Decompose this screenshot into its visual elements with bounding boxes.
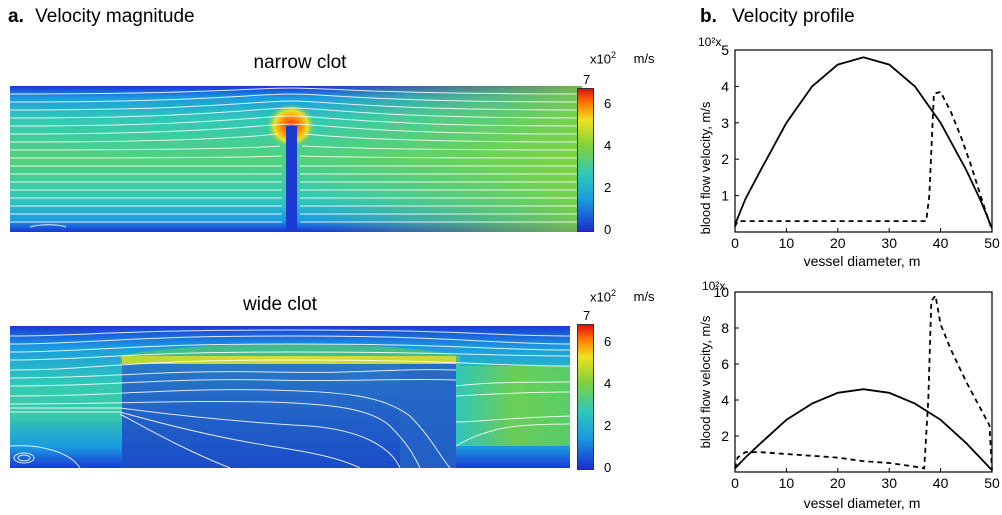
wide-colorbar-tick-2: 2	[604, 418, 612, 433]
c2-y-tick-label: 8	[721, 320, 729, 336]
c2-y-tick-label: 6	[721, 356, 729, 372]
c1-x-tick-label: 10	[779, 235, 795, 251]
chart1-y-multiplier: 10²x	[698, 35, 721, 49]
velocity-profile-chart-narrow: 0 10 20 30 40 50 1 2 3 4 5 10²x blood flow velocit…	[698, 35, 1000, 269]
narrow-colorbar-unit: m/s	[633, 51, 655, 67]
chart2-y-multiplier: 10²x	[702, 279, 725, 293]
c1-series-dashed-line	[734, 90, 993, 231]
wide-colorbar-tick-4: 4	[604, 376, 612, 391]
narrow-streamlines	[10, 87, 582, 228]
c2-x-tick-label: 20	[830, 475, 846, 491]
c2-series-dashed-line	[734, 293, 993, 471]
c1-x-tick-label: 0	[731, 235, 739, 251]
c1-y-tick-label: 1	[721, 188, 729, 204]
c1-x-tick-label: 50	[984, 235, 1000, 251]
panel-a-title: Velocity magnitude	[35, 6, 195, 27]
c1-x-tick-label: 30	[881, 235, 897, 251]
wide-colorbar-tick-6: 6	[604, 334, 612, 349]
panel-a-label: a.	[8, 6, 24, 27]
c1-y-tick-label: 4	[721, 78, 729, 94]
narrow-clot-velocity-field	[10, 86, 582, 232]
c2-x-tick-label: 0	[731, 475, 739, 491]
narrow-colorbar-exponent: 2	[610, 50, 616, 60]
narrow-colorbar-tick-4: 4	[604, 138, 612, 153]
wide-colorbar-multiplier: x10	[590, 289, 611, 305]
wide-colorbar-tick-0: 0	[604, 460, 612, 475]
wide-colorbar-tick-7: 7	[583, 308, 591, 323]
narrow-colorbar-tick-7: 7	[583, 72, 591, 87]
chart1-y-axis-label: blood flow velocity, m/s	[698, 101, 713, 234]
c2-plot-frame	[734, 291, 993, 473]
c2-x-tick-label: 10	[779, 475, 795, 491]
velocity-profile-chart-wide: 0 10 20 30 40 50 2 4 6 8 10 10²x blood flow veloci…	[698, 279, 1000, 511]
c1-plot-frame	[734, 49, 993, 233]
panel-a-header: a. Velocity magnitude	[8, 6, 195, 28]
c2-series-solid-line	[734, 388, 993, 471]
wide-clot-velocity-field	[10, 326, 570, 468]
panel-b-label: b.	[700, 6, 717, 27]
c1-y-tick-label: 3	[721, 115, 729, 131]
chart2-x-axis-label: vessel diameter, m	[804, 495, 921, 511]
c2-y-tick-label: 2	[721, 428, 729, 444]
c2-x-tick-label: 50	[984, 475, 1000, 491]
wide-colorbar-unit: m/s	[633, 289, 655, 305]
c1-y-tick-label: 5	[721, 42, 729, 58]
narrow-colorbar-tick-6: 6	[604, 96, 612, 111]
narrow-colorbar-tick-0: 0	[604, 222, 612, 237]
chart2-y-axis-label: blood flow velocity, m/s	[698, 315, 713, 448]
narrow-colorbar-header: x102 m/s	[590, 50, 655, 66]
narrow-clot-title: narrow clot	[253, 52, 347, 73]
c1-x-tick-label: 20	[830, 235, 846, 251]
chart1-x-axis-label: vessel diameter, m	[804, 253, 921, 269]
wide-streamlines	[10, 329, 570, 468]
c2-y-tick-label: 10	[713, 284, 729, 300]
c1-series-solid-line	[734, 56, 993, 229]
narrow-colorbar-multiplier: x10	[590, 51, 611, 67]
wide-colorbar-exponent: 2	[610, 288, 616, 298]
panel-b-title: Velocity profile	[732, 6, 855, 27]
c2-y-tick-label: 4	[721, 392, 729, 408]
c1-y-tick-label: 2	[721, 151, 729, 167]
narrow-colorbar	[577, 88, 594, 232]
wide-colorbar-header: x102 m/s	[590, 288, 655, 304]
wide-colorbar	[577, 324, 594, 470]
narrow-colorbar-tick-2: 2	[604, 180, 612, 195]
c1-x-tick-label: 40	[933, 235, 949, 251]
panel-b-header: b. Velocity profile	[700, 6, 855, 28]
c2-x-tick-label: 40	[933, 475, 949, 491]
wide-clot-title: wide clot	[243, 294, 317, 315]
c2-x-tick-label: 30	[881, 475, 897, 491]
